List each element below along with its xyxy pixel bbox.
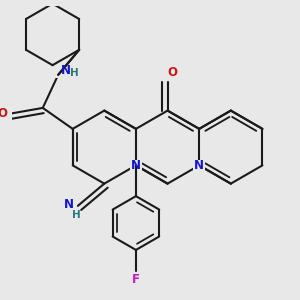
Text: O: O (0, 107, 8, 120)
Text: N: N (64, 198, 74, 212)
Text: N: N (131, 159, 141, 172)
Bar (54, 66, 74, 78)
Bar (194, 160, 205, 171)
Text: O: O (167, 66, 177, 79)
Text: N: N (194, 159, 204, 172)
Bar (129, 273, 143, 284)
Text: H: H (71, 211, 80, 220)
Text: H: H (70, 68, 79, 78)
Text: F: F (132, 273, 140, 286)
Bar (130, 160, 142, 171)
Bar (65, 200, 77, 212)
Bar (0, 108, 9, 119)
Bar (166, 68, 179, 80)
Text: N: N (61, 64, 71, 77)
